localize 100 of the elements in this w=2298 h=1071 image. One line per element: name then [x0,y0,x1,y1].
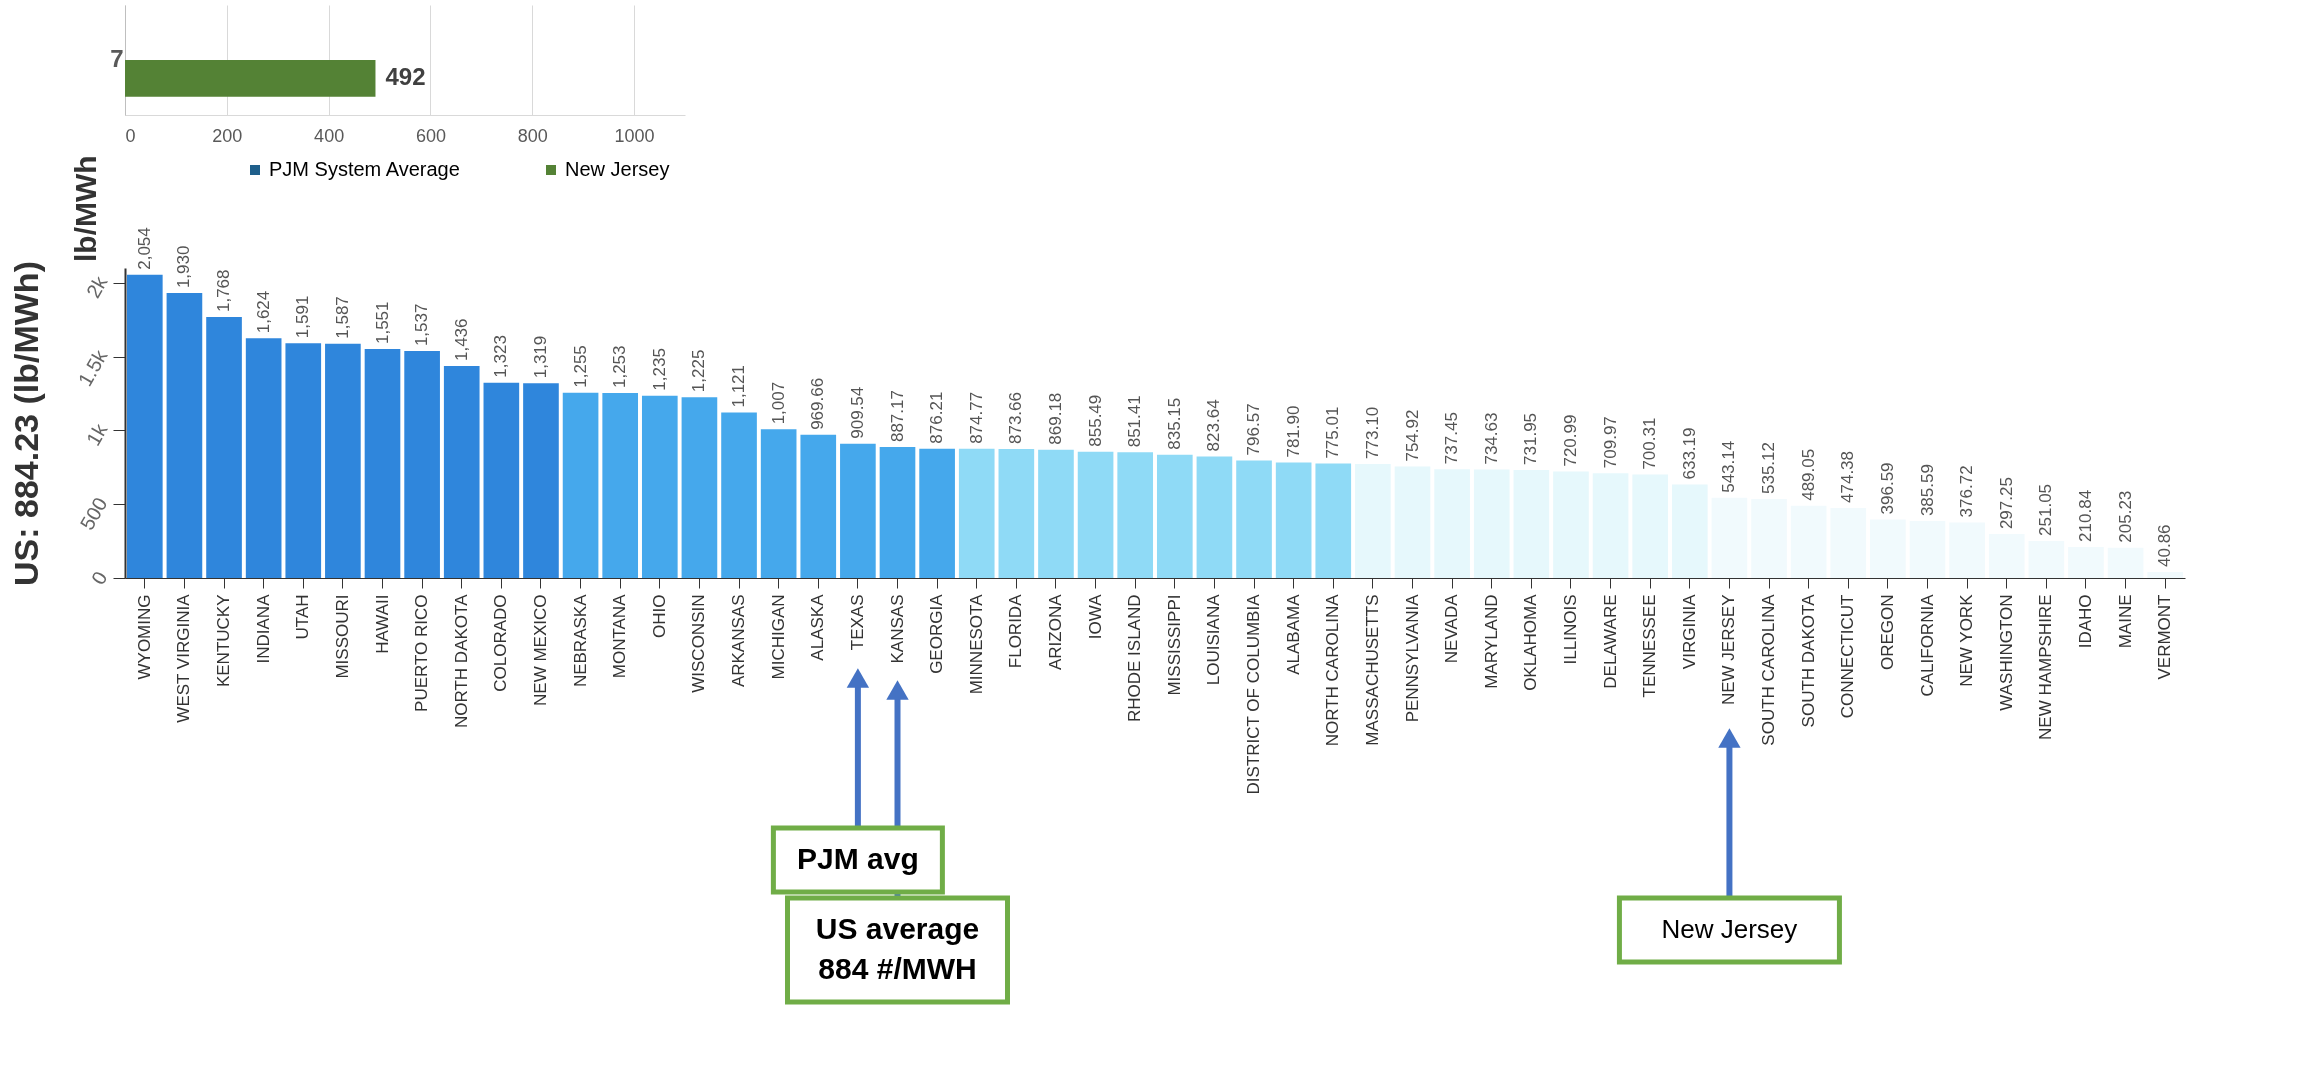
x-tick-label: 800 [517,125,548,146]
x-tick-label: NORTH DAKOTA [451,593,471,728]
data-label: 376.72 [1957,465,1977,518]
data-label: 731.95 [1521,412,1541,465]
x-tick-label: SOUTH DAKOTA [1798,593,1818,728]
x-tick-label: 400 [314,125,345,146]
x-tick-label: HAWAII [372,594,392,654]
data-label: 1,768 [214,269,234,313]
y-tick-label: 0 [86,567,112,589]
annotation: PJM avg [797,842,919,875]
data-label: 823.64 [1204,399,1224,452]
data-label: 474.38 [1838,450,1858,503]
y-tick-label: 2k [81,271,112,302]
data-label: 720.99 [1560,414,1580,467]
data-label: 1,235 [649,348,669,391]
y-tick-label: 500 [75,493,112,534]
data-label: 2,054 [134,227,154,270]
data-label: 1,591 [293,295,313,339]
x-tick-label: UTAH [293,594,313,640]
data-label: 1,624 [253,290,273,334]
data-label: 205.23 [2115,490,2135,543]
x-tick-label: FLORIDA [1006,593,1026,669]
data-label: 775.01 [1323,406,1343,459]
data-label: 385.59 [1917,464,1937,517]
data-label: 855.49 [1085,394,1105,447]
data-label: 297.25 [1996,477,2016,530]
data-label: 969.66 [808,377,828,430]
data-label: 1,436 [451,318,471,362]
annotation: US average 884 #/MWH [815,912,980,985]
x-tick-label: RHODE ISLAND [1125,594,1145,723]
x-tick-label: ALABAMA [1283,593,1303,675]
data-label: 1,319 [530,335,550,379]
x-tick-label: VIRGINIA [1679,593,1699,670]
data-label: 1,225 [689,349,709,393]
legend-label: PJM System Average [269,158,460,180]
x-tick-label: 200 [212,125,243,146]
x-tick-label: INDIANA [253,593,273,664]
data-label: 734.63 [1481,412,1501,465]
data-label: 1,255 [570,345,590,388]
x-tick-label: 600 [415,125,446,146]
x-tick-label: ARKANSAS [729,594,749,688]
data-label: 909.54 [847,386,867,439]
data-label: 781.90 [1283,405,1303,458]
x-tick-label: NEW YORK [1957,593,1977,687]
data-label: 773.10 [1362,406,1382,459]
x-tick-label: SOUTH CAROLINA [1759,593,1779,746]
data-label: 1,007 [768,381,788,425]
x-tick-label: MARYLAND [1481,594,1501,689]
x-tick-label: GEORGIA [927,593,947,674]
x-tick-label: MONTANA [610,593,630,679]
x-tick-label: MICHIGAN [768,594,788,680]
x-tick-label: PENNSYLVANIA [1402,593,1422,723]
x-tick-label: 0 [125,125,136,146]
data-label: 700.31 [1640,417,1660,470]
data-label: 1,323 [491,335,511,378]
data-label: 535.12 [1759,442,1779,495]
x-tick-label: NEBRASKA [570,593,590,688]
x-tick-label: ARIZONA [1045,593,1065,671]
x-tick-label: VERMONT [2155,594,2175,680]
data-label: 835.15 [1164,397,1184,450]
x-tick-label: MAINE [2115,594,2135,649]
data-label: 633.19 [1679,427,1699,480]
x-tick-label: 1000 [614,125,655,146]
x-tick-label: ILLINOIS [1560,594,1580,665]
x-tick-label: MASSACHUSETTS [1362,594,1382,746]
x-tick-label: LOUISIANA [1204,593,1224,686]
x-tick-label: TEXAS [847,594,867,651]
x-tick-label: WEST VIRGINIA [174,593,194,723]
data-label: 709.97 [1600,416,1620,469]
data-label: 1,930 [174,245,194,289]
x-tick-label: KENTUCKY [214,594,234,688]
data-label: 1,551 [372,301,392,345]
data-label: 874.77 [966,391,986,444]
data-label: 796.57 [1244,403,1264,456]
data-label: 40.86 [2155,524,2175,567]
x-tick-label: MINNESOTA [966,593,986,695]
data-label: 489.05 [1798,448,1818,501]
x-tick-label: WASHINGTON [1996,594,2016,711]
x-tick-label: ALASKA [808,593,828,661]
x-tick-label: NEW HAMPSHIRE [2036,594,2056,740]
x-tick-label: COLORADO [491,594,511,692]
text: lb/MWh [69,155,102,262]
data-label: 1,121 [729,364,749,408]
x-tick-label: CONNECTICUT [1838,594,1858,719]
x-tick-label: PUERTO RICO [412,594,432,712]
legend-label: New Jersey [565,158,670,180]
data-label: 1,587 [332,296,352,339]
x-tick-label: WISCONSIN [689,594,709,693]
x-tick-label: MISSISSIPPI [1164,594,1184,696]
x-tick-label: DELAWARE [1600,594,1620,689]
data-label: 543.14 [1719,440,1739,493]
data-label: 210.84 [2075,489,2095,542]
x-tick-label: NEW MEXICO [530,594,550,706]
x-tick-label: NORTH CAROLINA [1323,593,1343,747]
x-tick-label: WYOMING [134,594,154,680]
x-tick-label: IOWA [1085,593,1105,640]
x-tick-label: OHIO [649,594,669,638]
data-label: 754.92 [1402,409,1422,462]
x-tick-label: DISTRICT OF COLUMBIA [1244,593,1264,795]
annotation: New Jersey [1661,914,1798,944]
